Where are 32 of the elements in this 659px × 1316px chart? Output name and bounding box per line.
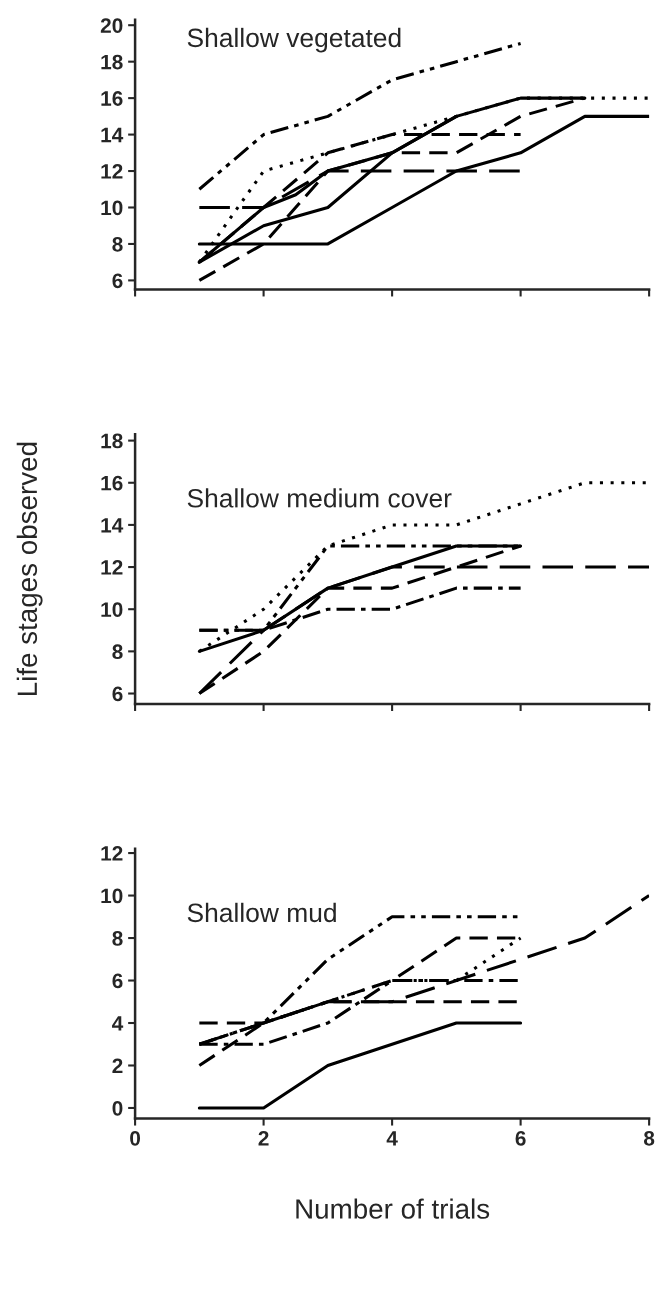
y-tick-label: 8: [112, 644, 123, 660]
y-tick-label: 6: [112, 273, 123, 289]
y-tick-label: 14: [101, 127, 124, 143]
y-tick-label: 8: [112, 931, 123, 946]
y-tick-label: 12: [101, 164, 123, 179]
x-tick-label: 8: [643, 1130, 655, 1146]
chart-title: Shallow vegetated: [187, 27, 401, 53]
y-tick-label: 0: [112, 1100, 123, 1116]
y-axis-title: Life stages observed: [16, 442, 43, 696]
y-tick-label: 12: [101, 560, 123, 575]
y-tick-label: 2: [112, 1058, 123, 1074]
x-tick-label: 6: [515, 1130, 526, 1146]
x-axis-title: Number of trials: [296, 1198, 490, 1219]
x-tick-label: 4: [386, 1131, 398, 1146]
text: Shallow medium cover: [187, 488, 452, 508]
x-tick-label: 2: [258, 1130, 269, 1146]
y-tick-label: 20: [100, 18, 123, 33]
y-tick-label: 4: [112, 1016, 124, 1031]
y-tick-label: 14: [101, 518, 124, 533]
y-tick-label: 18: [101, 54, 123, 70]
y-tick-label: 10: [101, 602, 123, 617]
y-tick-label: 16: [101, 475, 123, 491]
y-tick-label: 8: [112, 236, 123, 252]
y-tick-label: 10: [101, 888, 123, 904]
y-tick-label: 6: [112, 973, 123, 989]
y-tick-label: 10: [101, 200, 123, 216]
y-tick-label: 12: [101, 846, 123, 861]
x-tick-label: 0: [130, 1130, 141, 1146]
y-tick-label: 6: [112, 686, 123, 702]
y-tick-label: 18: [101, 433, 123, 449]
text: Shallow mud: [187, 902, 336, 923]
y-tick-label: 16: [101, 91, 123, 106]
